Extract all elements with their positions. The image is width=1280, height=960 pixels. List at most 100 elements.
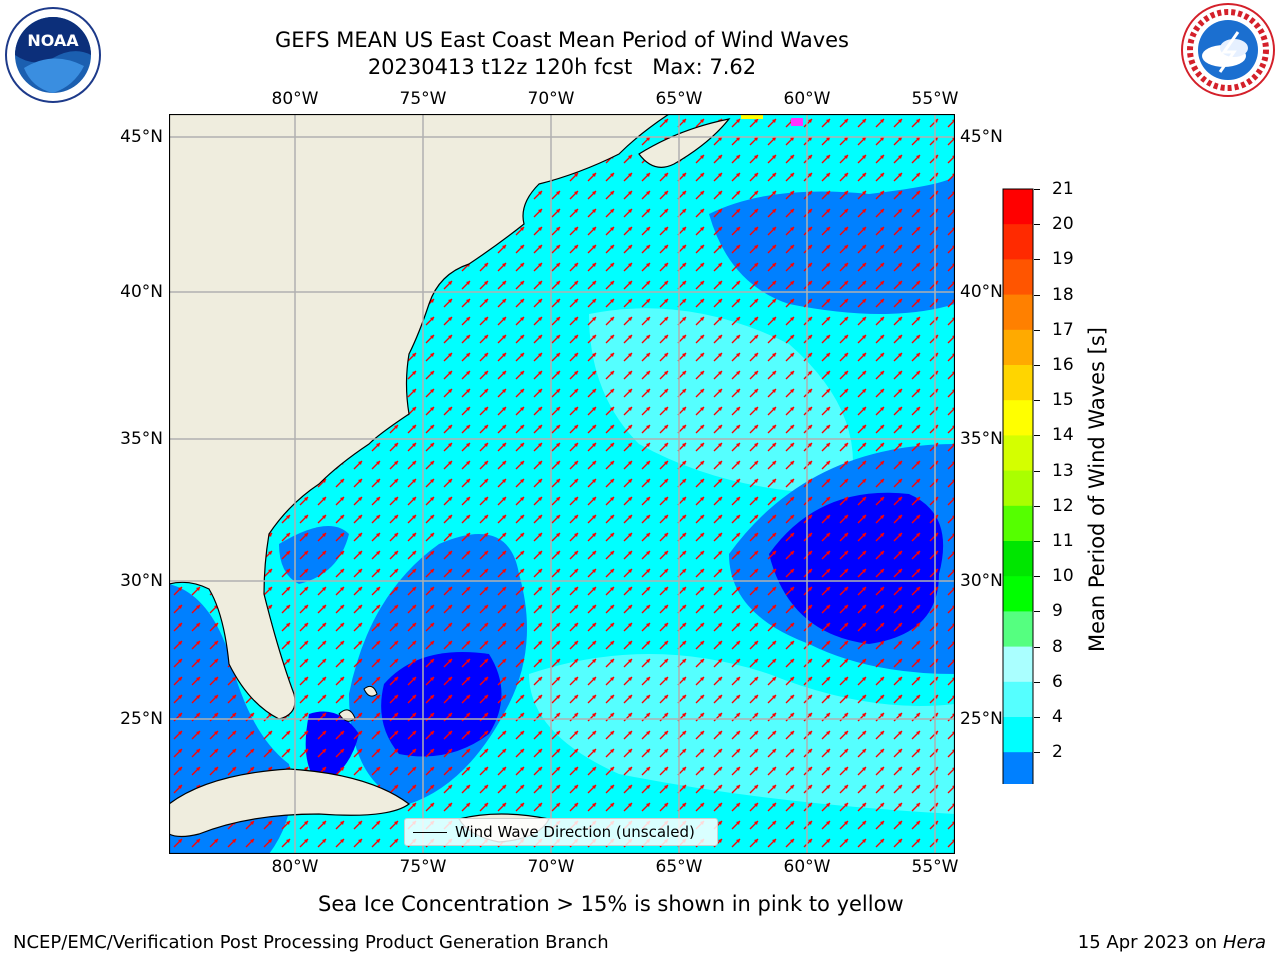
footer-host: Hera <box>1222 932 1266 953</box>
gridlines <box>169 114 955 854</box>
colorbar-tick-label: 11 <box>1052 531 1074 551</box>
colorbar-tick-label: 13 <box>1052 460 1074 481</box>
lat-tick-left: 40°N <box>120 282 163 302</box>
lat-tick-left: 35°N <box>120 429 163 449</box>
colorbar-band <box>1003 259 1033 296</box>
colorbar-band <box>1003 365 1033 401</box>
colorbar-band <box>1003 681 1033 718</box>
colorbar-band <box>1003 435 1033 472</box>
chart-title: GEFS MEAN US East Coast Mean Period of W… <box>275 28 849 52</box>
colorbar-band <box>1003 576 1033 612</box>
colorbar-band <box>1003 294 1033 331</box>
lon-tick-top: 65°W <box>655 89 703 109</box>
lat-tick-left: 25°N <box>120 709 163 729</box>
colorbar-tick <box>1034 681 1040 683</box>
colorbar-tick <box>1034 646 1040 648</box>
colorbar-tick-label: 20 <box>1052 214 1074 235</box>
sea-ice-patch <box>741 114 763 119</box>
lat-tick-right: 40°N <box>960 282 1003 302</box>
lat-tick-right: 45°N <box>960 127 1003 147</box>
lat-tick-left: 30°N <box>120 571 163 591</box>
lat-tick-right: 25°N <box>960 709 1003 729</box>
colorbar-band <box>1003 717 1033 753</box>
colorbar-tick <box>1034 541 1040 542</box>
colorbar-band <box>1003 400 1033 436</box>
colorbar-band <box>1003 189 1033 225</box>
lat-tick-left: 45°N <box>120 127 163 147</box>
colorbar-tick-label: 16 <box>1052 355 1074 375</box>
colorbar-band <box>1003 505 1033 542</box>
land-north-america <box>169 114 671 720</box>
colorbar-tick-label: 21 <box>1052 179 1074 199</box>
colorbar-tick-label: 19 <box>1052 249 1074 270</box>
nws-logo <box>1180 2 1276 98</box>
colorbar-band <box>1003 611 1033 648</box>
colorbar-band <box>1003 224 1033 260</box>
colorbar-tick-label: 18 <box>1052 284 1074 305</box>
lat-tick-right: 35°N <box>960 429 1003 449</box>
map-frame <box>168 113 956 855</box>
colorbar-swatches <box>1002 188 1034 815</box>
lon-tick-bottom: 70°W <box>527 857 575 877</box>
colorbar-tick-label: 15 <box>1052 390 1074 411</box>
colorbar-tick-label: 2 <box>1052 742 1063 763</box>
svg-text:NOAA: NOAA <box>27 31 79 50</box>
lon-tick-top: 80°W <box>271 89 319 109</box>
lon-tick-top: 60°W <box>783 89 831 109</box>
land-bahamas <box>363 685 378 697</box>
colorbar-tick-label: 12 <box>1052 495 1074 516</box>
legend-line-icon <box>413 832 447 833</box>
colorbar-title: Mean Period of Wind Waves [s] <box>1085 327 1109 652</box>
legend-label: Wind Wave Direction (unscaled) <box>455 823 695 841</box>
colorbar-tick-label: 14 <box>1052 425 1074 446</box>
colorbar-tick <box>1034 365 1040 366</box>
colorbar-tick <box>1034 294 1040 296</box>
colorbar-tick <box>1034 259 1040 261</box>
colorbar-tick-label: 8 <box>1052 636 1063 657</box>
lon-tick-top: 55°W <box>911 89 959 109</box>
footer-date-text: 15 Apr 2023 on <box>1077 932 1223 953</box>
chart-subtitle: 20230413 t12z 120h fcst Max: 7.62 <box>367 55 757 79</box>
colorbar-tick <box>1034 576 1040 578</box>
wave-period-map <box>168 113 956 855</box>
colorbar-tick <box>1034 752 1040 754</box>
colorbar <box>1002 188 1034 815</box>
colorbar-tick <box>1034 189 1040 190</box>
colorbar-frame <box>1002 188 1034 788</box>
lon-tick-bottom: 80°W <box>271 857 319 877</box>
colorbar-labels: 21 20 19 18 17 16 15 14 13 12 11 10 9 8 6 4 2 <box>1034 0 1102 960</box>
colorbar-tick <box>1034 329 1040 331</box>
map-panel <box>168 113 956 855</box>
sea-ice-note: Sea Ice Concentration > 15% is shown in … <box>318 892 904 916</box>
colorbar-tick <box>1034 224 1040 226</box>
colorbar-tick-label: 10 <box>1052 566 1074 587</box>
colorbar-tick-label: 17 <box>1052 319 1074 340</box>
colorbar-band <box>1003 470 1033 507</box>
colorbar-band <box>1003 541 1033 577</box>
colorbar-tick-label: 9 <box>1052 601 1063 622</box>
colorbar-tick-label: 4 <box>1052 707 1063 727</box>
colorbar-tick <box>1034 435 1040 437</box>
colorbar-tick <box>1034 611 1040 613</box>
lon-tick-bottom: 55°W <box>911 857 959 877</box>
colorbar-band <box>1003 752 1033 788</box>
colorbar-tick <box>1034 470 1040 472</box>
noaa-logo: NOAA <box>4 6 102 104</box>
map-legend: Wind Wave Direction (unscaled) <box>404 818 718 846</box>
sea-ice-patch <box>791 118 803 126</box>
colorbar-tick <box>1034 400 1040 402</box>
colorbar-tick-label: 6 <box>1052 671 1063 692</box>
colorbar-band <box>1003 329 1033 366</box>
lon-tick-top: 70°W <box>527 89 575 109</box>
footer-date: 15 Apr 2023 on Hera <box>1078 932 1266 954</box>
colorbar-tick <box>1034 717 1040 718</box>
colorbar-tick <box>1034 505 1040 507</box>
land-cuba <box>169 768 411 838</box>
lon-tick-bottom: 60°W <box>783 857 831 877</box>
footer-org: NCEP/EMC/Verification Post Processing Pr… <box>13 932 609 953</box>
lon-tick-top: 75°W <box>399 89 447 109</box>
lat-tick-right: 30°N <box>960 571 1003 591</box>
colorbar-band <box>1003 646 1033 683</box>
lon-tick-bottom: 65°W <box>655 857 703 877</box>
lon-tick-bottom: 75°W <box>399 857 447 877</box>
